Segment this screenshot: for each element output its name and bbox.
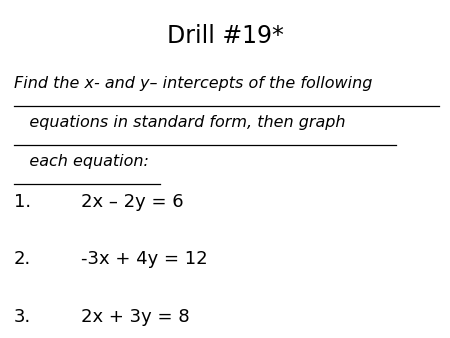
Text: -3x + 4y = 12: -3x + 4y = 12 bbox=[81, 250, 207, 268]
Text: 3.: 3. bbox=[14, 308, 31, 325]
Text: Drill #19*: Drill #19* bbox=[166, 24, 284, 48]
Text: equations in standard form, then graph: equations in standard form, then graph bbox=[14, 115, 345, 130]
Text: 2x – 2y = 6: 2x – 2y = 6 bbox=[81, 193, 184, 211]
Text: each equation:: each equation: bbox=[14, 154, 149, 169]
Text: 1.: 1. bbox=[14, 193, 31, 211]
Text: Find the x- and y– intercepts of the following: Find the x- and y– intercepts of the fol… bbox=[14, 76, 372, 91]
Text: 2x + 3y = 8: 2x + 3y = 8 bbox=[81, 308, 189, 325]
Text: 2.: 2. bbox=[14, 250, 31, 268]
